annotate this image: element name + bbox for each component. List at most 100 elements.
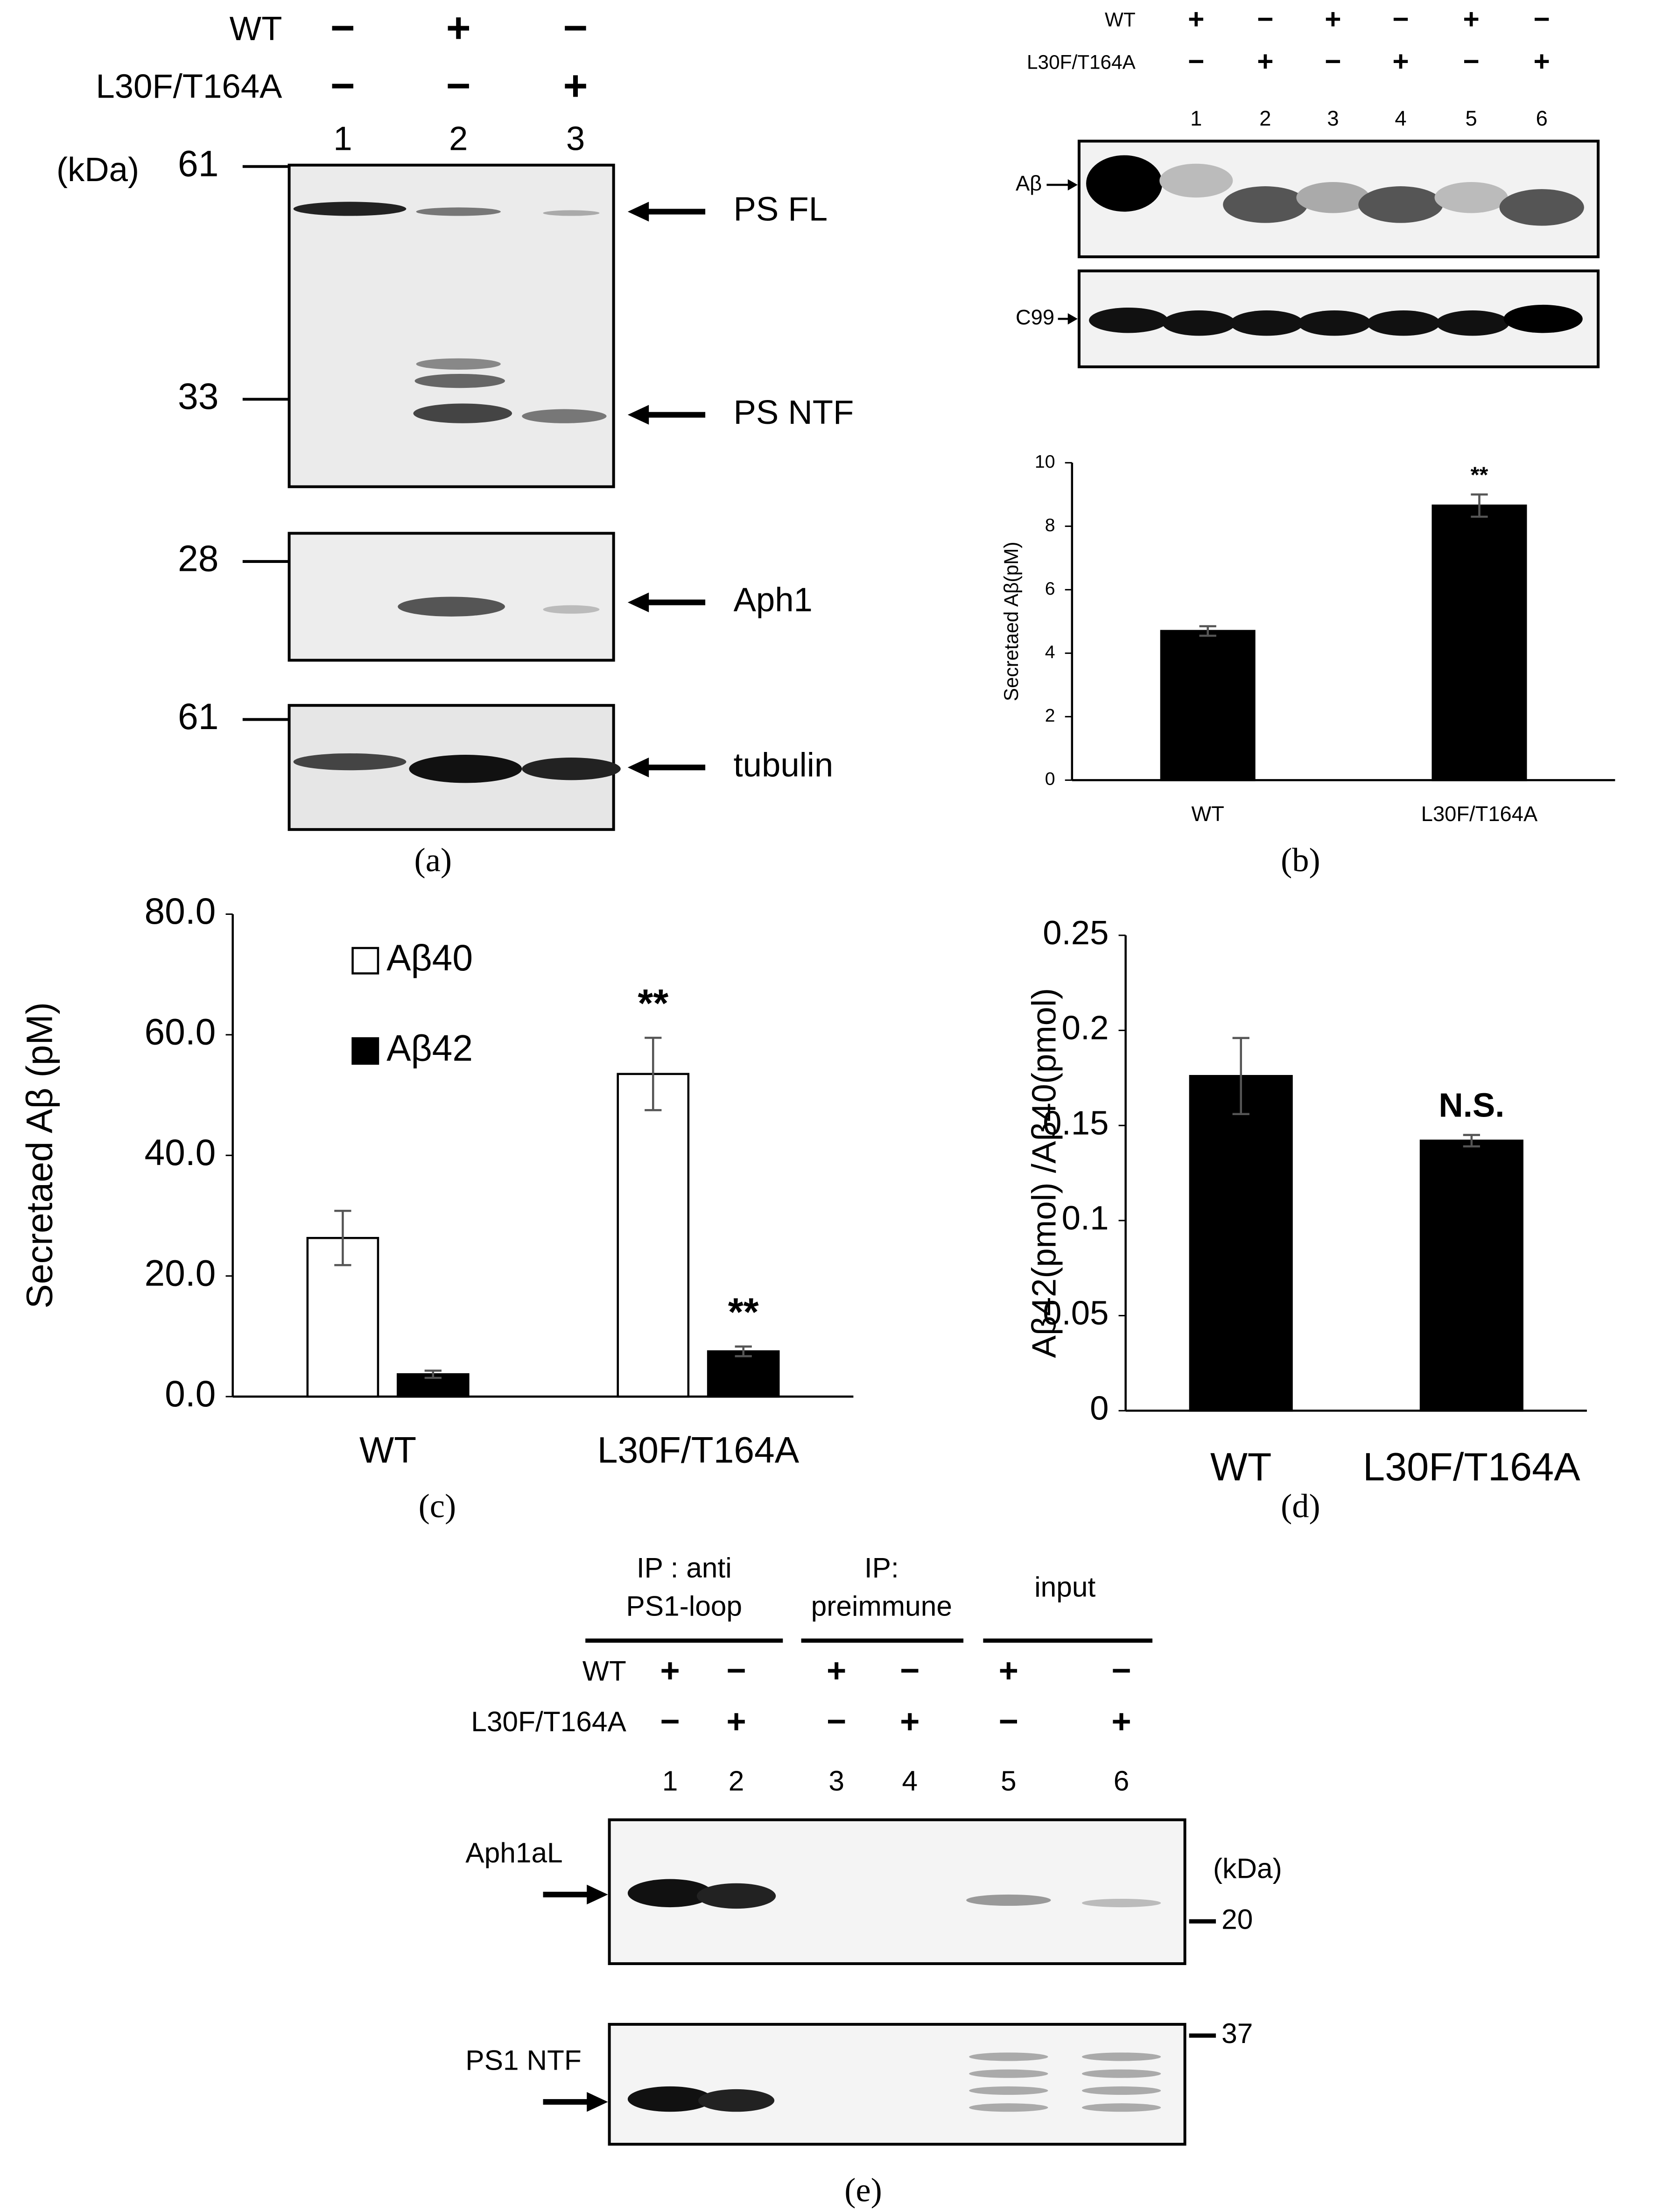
arrowhead — [587, 2092, 608, 2112]
band — [1367, 310, 1440, 336]
lane-number: 2 — [1259, 106, 1271, 130]
lane-number: 1 — [1190, 106, 1202, 130]
condition-sign: + — [660, 1652, 680, 1690]
condition-sign: + — [1463, 3, 1479, 35]
condition-sign: − — [446, 62, 471, 109]
band — [1298, 310, 1371, 336]
band-label: Aph1 — [734, 581, 813, 619]
y-tick-label: 0 — [1090, 1389, 1109, 1427]
marker-ticks — [242, 165, 289, 721]
y-tick-label: 0.0 — [165, 1373, 216, 1414]
band — [1296, 182, 1370, 213]
group-label: IP: — [864, 1552, 899, 1584]
lane-number: 4 — [902, 1765, 918, 1797]
lane-number: 1 — [333, 120, 352, 158]
arrows — [543, 1891, 590, 2105]
x-tick-label: L30F/T164A — [597, 1430, 800, 1471]
significance-label: N.S. — [1438, 1087, 1504, 1124]
y-axis-label: Secretaed Aβ (pM) — [19, 1002, 60, 1309]
condition-label: WT — [230, 10, 282, 48]
x-tick-label: WT — [1191, 802, 1224, 826]
condition-label: WT — [582, 1655, 626, 1686]
lane-number: 6 — [1536, 106, 1548, 130]
band — [522, 409, 607, 423]
condition-sign: − — [1111, 1652, 1131, 1690]
condition-sign: − — [660, 1702, 680, 1740]
y-tick-label: 0 — [1045, 769, 1055, 789]
arrowhead — [627, 758, 649, 778]
band — [1503, 304, 1583, 333]
significance-label: ** — [728, 1289, 759, 1334]
blot-e — [543, 1638, 1216, 2146]
condition-label: L30F/T164A — [1027, 51, 1136, 73]
band — [522, 758, 621, 780]
condition-sign: + — [1111, 1702, 1131, 1740]
band — [969, 2086, 1048, 2095]
y-tick-label: 20.0 — [144, 1252, 216, 1293]
condition-sign: + — [999, 1652, 1018, 1690]
y-tick-label: 40.0 — [144, 1132, 216, 1173]
panel-label: (e) — [844, 2171, 882, 2209]
marker-ticks — [1189, 1919, 1216, 2038]
band — [416, 207, 501, 216]
blot-frame — [288, 163, 615, 488]
marker-label: 61 — [178, 143, 218, 184]
lane-number: 3 — [1327, 106, 1339, 130]
arrowhead — [627, 202, 649, 222]
band — [969, 2052, 1048, 2061]
condition-sign: − — [330, 5, 355, 52]
lane-number: 2 — [449, 120, 468, 158]
band — [1081, 2052, 1161, 2061]
condition-label: L30F/T164A — [471, 1706, 626, 1737]
band-ladder — [969, 2052, 1161, 2112]
lane-number: 5 — [1465, 106, 1477, 130]
arrowhead — [627, 405, 649, 425]
band — [969, 2103, 1048, 2112]
condition-sign: + — [1188, 3, 1204, 35]
band — [416, 358, 501, 370]
y-axis-label: Secretaed Aβ(pM) — [1000, 542, 1022, 702]
condition-sign: − — [827, 1702, 846, 1740]
condition-sign: − — [330, 62, 355, 109]
arrows — [1046, 183, 1072, 320]
lane-number: 4 — [1395, 106, 1406, 130]
significance-label: ** — [638, 981, 668, 1025]
condition-sign: + — [563, 62, 588, 109]
arrowhead — [1067, 313, 1078, 325]
bar — [1160, 630, 1256, 781]
panel-label: (a) — [414, 841, 452, 878]
band-label: tubulin — [734, 746, 834, 784]
y-tick-label: 6 — [1045, 578, 1055, 599]
arrowhead — [587, 1884, 608, 1905]
band — [1358, 186, 1443, 223]
band — [698, 2089, 775, 2112]
condition-sign: − — [1463, 45, 1479, 77]
condition-sign: + — [1392, 45, 1409, 77]
band-label: Aph1aL — [465, 1837, 562, 1868]
band — [1436, 310, 1509, 336]
condition-label: L30F/T164A — [96, 68, 282, 105]
unit-label: (kDa) — [1213, 1852, 1282, 1884]
legend-swatch — [351, 1037, 379, 1065]
marker-label: 61 — [178, 696, 218, 737]
lane-number: 6 — [1114, 1765, 1130, 1797]
y-tick-label: 10 — [1035, 451, 1055, 472]
lane-number: 5 — [1001, 1765, 1017, 1797]
condition-sign: − — [1392, 3, 1409, 35]
arrowhead — [1067, 179, 1078, 191]
band — [1159, 163, 1233, 198]
band — [1081, 2103, 1161, 2112]
blot-b — [1046, 140, 1600, 368]
bar — [617, 1073, 690, 1398]
condition-sign: + — [1257, 45, 1273, 77]
y-tick-label: 0.2 — [1062, 1009, 1109, 1047]
significance-label: ** — [1471, 462, 1488, 487]
band — [413, 403, 512, 423]
panel-label: (c) — [419, 1487, 456, 1524]
x-tick-label: L30F/T164A — [1363, 1445, 1580, 1489]
band — [1089, 307, 1168, 333]
marker-label: 20 — [1221, 1903, 1253, 1935]
lane-number: 3 — [566, 120, 585, 158]
x-tick-label: WT — [1210, 1445, 1272, 1489]
